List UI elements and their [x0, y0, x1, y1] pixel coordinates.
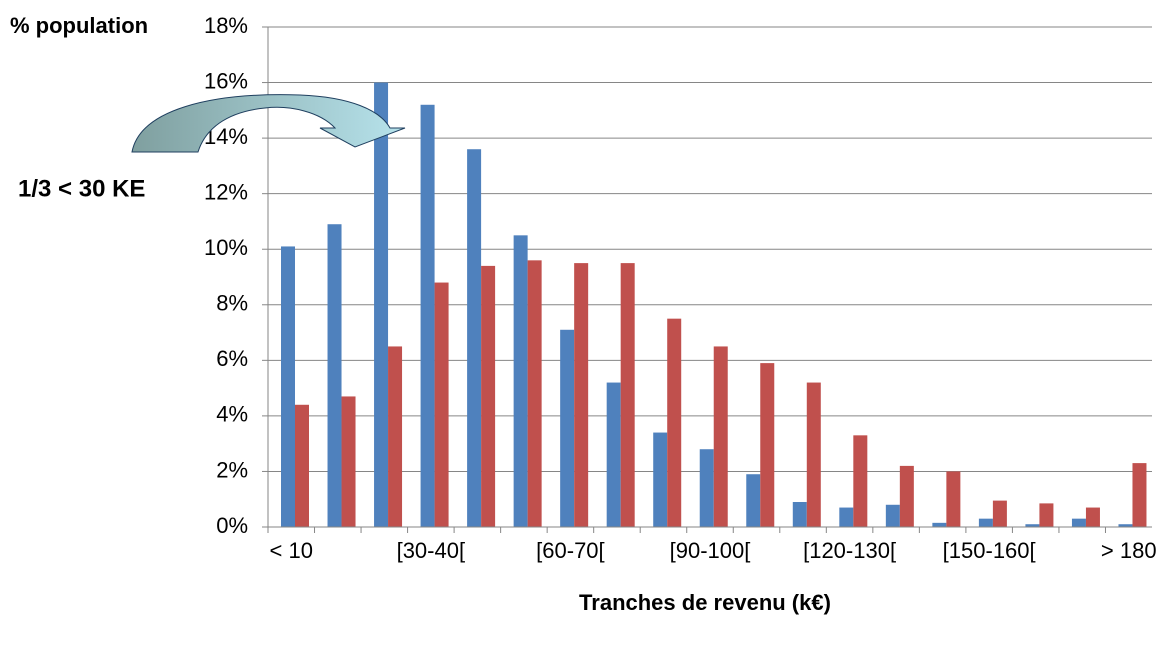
bar: [667, 318, 682, 527]
bar: [853, 435, 868, 527]
y-tick-label: 0%: [216, 513, 248, 538]
bar: [281, 246, 295, 527]
y-tick-label: 16%: [204, 68, 248, 93]
bar: [574, 263, 589, 527]
bar: [806, 382, 821, 527]
y-tick-label: 12%: [204, 179, 248, 204]
y-tick-label: 8%: [216, 291, 248, 316]
y-tick-label: 6%: [216, 346, 248, 371]
bar: [713, 346, 728, 527]
bar: [388, 346, 403, 527]
bar: [560, 329, 575, 527]
bar: [992, 500, 1007, 527]
bar: [1118, 524, 1133, 527]
bar: [620, 263, 635, 527]
arrow: [131, 94, 406, 153]
y-tick-label: 18%: [204, 13, 248, 38]
bar: [467, 149, 482, 527]
bar: [434, 282, 449, 527]
bar: [839, 507, 854, 527]
bar: [885, 504, 900, 527]
y-tick-label: 2%: [216, 457, 248, 482]
x-tick-label: [60-70[: [536, 538, 605, 563]
bar: [932, 522, 947, 527]
bar: [527, 260, 542, 527]
bar: [1025, 524, 1040, 527]
bar: [341, 396, 356, 527]
x-tick-label: [150-160[: [943, 538, 1036, 563]
y-tick-label: 4%: [216, 402, 248, 427]
x-tick-label: [90-100[: [670, 538, 751, 563]
bar: [1071, 518, 1086, 527]
bar: [481, 265, 496, 527]
bar: [1039, 503, 1054, 527]
bar: [1132, 463, 1147, 527]
x-tick-label: > 180: [1101, 538, 1157, 563]
bar: [374, 82, 389, 528]
bar: [792, 502, 807, 527]
bar: [653, 432, 668, 527]
x-axis-title: Tranches de revenu (k€): [579, 590, 831, 615]
bar: [606, 382, 621, 527]
bar: [327, 224, 342, 527]
x-tick-label: [120-130[: [803, 538, 896, 563]
bar: [699, 449, 714, 527]
bar: [1085, 507, 1100, 527]
bar: [513, 235, 528, 528]
annotation: 1/3 < 30 KE: [18, 175, 145, 202]
bar: [946, 471, 961, 527]
bar: [760, 363, 775, 527]
bar: [420, 104, 435, 528]
bar: [295, 404, 309, 527]
bar: [899, 465, 914, 527]
y-axis-title: % population: [10, 13, 148, 38]
y-tick-label: 10%: [204, 235, 248, 260]
x-tick-label: < 10: [270, 538, 313, 563]
bar: [978, 518, 993, 527]
x-tick-label: [30-40[: [397, 538, 466, 563]
bar: [746, 474, 761, 527]
